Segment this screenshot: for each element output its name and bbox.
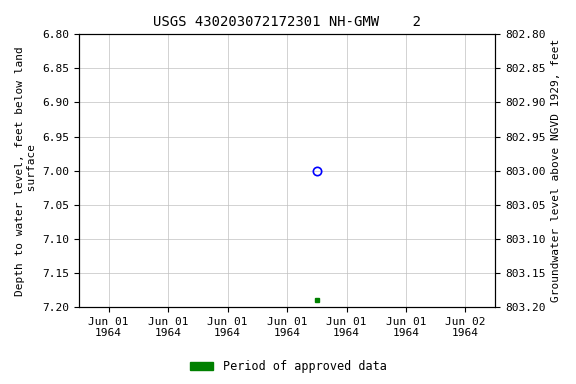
Y-axis label: Groundwater level above NGVD 1929, feet: Groundwater level above NGVD 1929, feet [551, 39, 561, 302]
Title: USGS 430203072172301 NH-GMW    2: USGS 430203072172301 NH-GMW 2 [153, 15, 421, 29]
Legend: Period of approved data: Period of approved data [185, 356, 391, 378]
Y-axis label: Depth to water level, feet below land
 surface: Depth to water level, feet below land su… [15, 46, 37, 296]
